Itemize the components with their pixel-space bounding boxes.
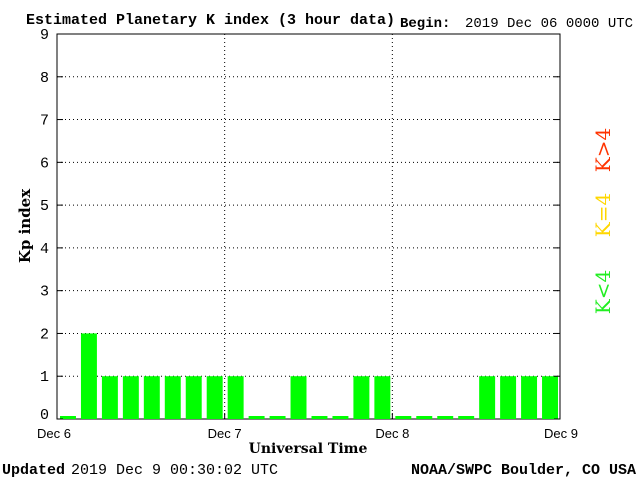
y-axis-ticks: 0 1 2 3 4 5 6 7 8 9 [40,27,560,424]
y-tick-label: 7 [40,113,49,130]
kp-bar [164,376,181,419]
credit-text: NOAA/SWPC Boulder, CO USA [411,462,636,479]
y-tick-label: 1 [40,369,49,386]
kp-bar [60,416,76,419]
x-axis-ticks: Dec 6 Dec 7 Dec 8 Dec 9 [37,413,578,441]
y-tick-label: 4 [40,241,49,258]
chart-title: Estimated Planetary K index (3 hour data… [26,12,395,29]
kp-bar [269,416,286,419]
legend-k-equal-4: K=4 [591,193,615,237]
kp-bar [542,376,558,419]
kp-bar [479,376,496,419]
plot-area [56,33,561,420]
y-tick-label: 8 [40,70,49,87]
kp-bar [311,416,328,419]
x-tick-label: Dec 6 [37,426,71,441]
kp-bar [458,416,475,419]
plot-frame [56,33,561,420]
legend-k-less-4: K<4 [591,270,615,314]
x-axis-label: Universal Time [249,441,368,457]
begin-value: 2019 Dec 06 0000 UTC [465,16,633,32]
kp-bar [248,416,265,419]
begin-label: Begin: [400,16,450,32]
x-tick-label: Dec 9 [544,426,578,441]
kp-bar [332,416,349,419]
y-tick-label: 9 [40,27,49,44]
kp-bar [521,376,538,419]
kp-bar [416,416,433,419]
y-tick-label: 0 [40,407,49,424]
legend: K>4 K=4 K<4 [591,128,615,314]
bars [60,333,558,419]
kp-bar [206,376,223,419]
kp-bar [437,416,454,419]
kp-bar [500,376,517,419]
y-tick-label: 5 [40,198,49,215]
kp-bar [101,376,118,419]
x-tick-label: Dec 7 [208,426,242,441]
kp-bar [122,376,139,419]
kp-bar [353,376,370,419]
x-tick-label: Dec 8 [375,426,409,441]
updated-value: 2019 Dec 9 00:30:02 UTC [71,462,278,479]
kp-bar [227,376,244,419]
kp-bar [143,376,160,419]
kp-bar [374,376,391,419]
grid-lines [57,34,560,419]
y-tick-label: 2 [40,326,49,343]
y-tick-label: 3 [40,284,49,301]
y-tick-label: 6 [40,155,49,172]
kp-bar [395,416,412,419]
y-axis-label: Kp index [16,188,34,263]
kp-bar [290,376,307,419]
kp-bar [185,376,202,419]
kp-bar [80,333,97,419]
updated-label: Updated [2,462,65,479]
legend-k-greater-4: K>4 [591,128,615,172]
